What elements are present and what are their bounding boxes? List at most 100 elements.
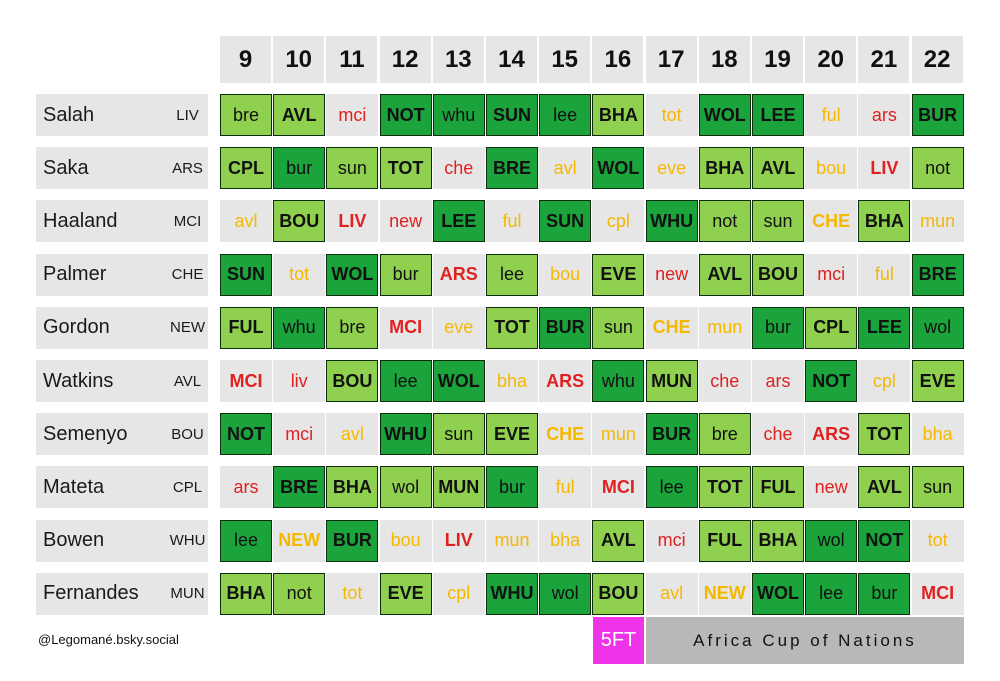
fixture-cell: MCI [379,306,432,349]
fixture-cell: sun [752,200,804,243]
fixture-cell: BRE [273,466,326,509]
player-team: AVL [167,360,208,402]
fixture-cell: whu [592,360,645,402]
player-team: CHE [167,253,208,296]
fixture-cell: bre [698,413,751,456]
fixture-cell: tot [326,572,379,615]
fixture-cell: bou [539,253,592,296]
fixture-cell: mci [805,253,858,296]
fixture-cell: avl [326,413,379,456]
fixture-cell: lee [645,466,698,509]
fixture-cell: BHA [220,572,272,615]
fixture-cell: new [379,200,432,243]
fixture-cell: ars [752,360,804,402]
fixture-cell: CHE [805,200,858,243]
fixture-cell: mci [273,413,326,456]
fixture-cell: NOT [805,360,858,402]
gameweek-header-17: 17 [645,36,697,83]
gameweek-header-19: 19 [752,36,803,83]
fixture-cell: lee [539,94,592,136]
fixture-cell: WHU [486,572,538,615]
fixture-cell: lee [486,253,538,296]
fixture-cell: bha [539,519,592,562]
fixture-cell: LIV [858,147,911,190]
gameweek-header-10: 10 [273,36,325,83]
fixture-cell: BOU [273,200,326,243]
fixture-cell: bur [858,572,911,615]
player-name: Salah [36,94,170,136]
fixture-cell: mun [486,519,538,562]
player-name: Semenyo [36,413,170,456]
fixture-cell: ful [486,200,538,243]
player-name: Haaland [36,200,170,243]
fixture-cell: TOT [698,466,751,509]
fixture-cell: bur [379,253,432,296]
five-free-transfers-marker: 5FT [593,617,644,664]
fixture-cell: tot [273,253,326,296]
fixture-cell: AVL [273,94,326,136]
fixture-cell: bha [486,360,538,402]
fixture-cell: liv [273,360,326,402]
player-name: Saka [36,147,170,190]
fixture-cell: avl [645,572,698,615]
fixture-cell: mci [326,94,379,136]
fixture-cell: TOT [379,147,432,190]
gameweek-header-9: 9 [220,36,271,83]
fixture-cell: BHA [592,94,645,136]
player-team: CPL [167,466,208,509]
gameweek-header-18: 18 [698,36,750,83]
fixture-cell: SUN [539,200,592,243]
fixture-cell: bur [486,466,538,509]
fixture-cell: TOT [858,413,911,456]
fixture-cell: ARS [539,360,592,402]
fixture-cell: bur [273,147,326,190]
fixture-cell: avl [539,147,592,190]
fixture-cell: NOT [379,94,432,136]
player-team: MUN [167,572,208,615]
fixture-cell: TOT [486,306,538,349]
fixture-cell: not [698,200,751,243]
fixture-cell: eve [432,306,485,349]
fixture-cell: che [432,147,485,190]
fixture-cell: mci [645,519,698,562]
fixture-cell: WOL [698,94,751,136]
player-name: Palmer [36,253,170,296]
africa-cup-of-nations-banner: Africa Cup of Nations [646,617,964,664]
fixture-cell: WOL [752,572,804,615]
fixture-cell: MUN [645,360,698,402]
fixture-cell: wol [379,466,432,509]
fixture-cell: bou [805,147,858,190]
fixture-cell: AVL [858,466,911,509]
fixture-cell: lee [220,519,272,562]
fixture-cell: bre [326,306,379,349]
gameweek-header-12: 12 [379,36,431,83]
fixture-cell: mun [698,306,751,349]
player-team: LIV [167,94,208,136]
fixture-cell: WHU [645,200,698,243]
fixture-cell: new [805,466,858,509]
fixture-cell: MCI [592,466,645,509]
fixture-cell: avl [220,200,272,243]
fixture-cell: WOL [326,253,379,296]
fixture-cell: lee [805,572,858,615]
fixture-cell: BUR [326,519,379,562]
fixture-cell: AVL [592,519,645,562]
fixture-cell: MCI [911,572,964,615]
fixture-cell: bou [379,519,432,562]
fixture-cell: CHE [645,306,698,349]
fixture-cell: eve [645,147,698,190]
fixture-cell: cpl [592,200,645,243]
fixture-cell: BOU [592,572,645,615]
fixture-cell: sun [911,466,964,509]
fixture-cell: NOT [220,413,272,456]
player-team: MCI [167,200,208,243]
fixture-cell: NEW [273,519,326,562]
fixture-cell: FUL [220,306,272,349]
gameweek-header-21: 21 [858,36,910,83]
fixture-cell: BUR [539,306,592,349]
gameweek-header-15: 15 [539,36,591,83]
player-team: WHU [167,519,208,562]
fixture-cell: ful [858,253,911,296]
fixture-cell: wol [539,572,592,615]
fixture-cell: LEE [858,306,911,349]
